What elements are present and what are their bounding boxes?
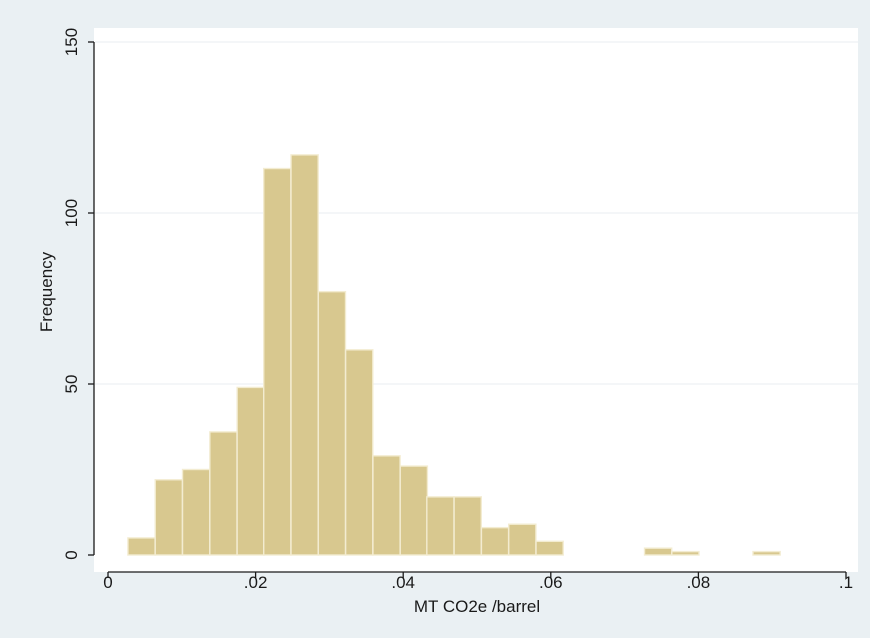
x-tick-label: .02 bbox=[244, 573, 268, 592]
histogram-bar bbox=[372, 455, 401, 556]
x-tick-label: .08 bbox=[687, 573, 711, 592]
y-tick-label: 100 bbox=[62, 199, 81, 227]
histogram-bar bbox=[480, 526, 510, 556]
histogram-bar bbox=[426, 496, 455, 556]
histogram-bar bbox=[317, 290, 347, 556]
histogram-bar bbox=[344, 349, 374, 556]
histogram-bar bbox=[209, 431, 238, 556]
x-axis-title: MT CO2e /barrel bbox=[414, 597, 540, 616]
y-tick-label: 50 bbox=[62, 375, 81, 394]
y-tick-label: 150 bbox=[62, 28, 81, 56]
y-axis-ticks: 0 50 100 150 bbox=[62, 28, 94, 560]
histogram-bar bbox=[181, 468, 211, 556]
histogram-bar bbox=[263, 167, 292, 556]
histogram-bar bbox=[127, 537, 156, 556]
histogram-bar bbox=[236, 386, 266, 556]
y-tick-label: 0 bbox=[62, 550, 81, 559]
x-tick-label: .1 bbox=[839, 573, 853, 592]
histogram-bar bbox=[508, 523, 537, 556]
histogram-bar bbox=[535, 540, 564, 556]
y-axis-title: Frequency bbox=[37, 251, 56, 332]
histogram-bar bbox=[453, 496, 482, 556]
histogram-bar bbox=[671, 550, 700, 556]
gridlines bbox=[95, 41, 858, 385]
x-axis-ticks: 0 .02 .04 .06 .08 .1 bbox=[103, 572, 853, 592]
histogram-bar bbox=[399, 465, 429, 556]
x-tick-label: .06 bbox=[539, 573, 563, 592]
histogram-bar bbox=[752, 550, 781, 556]
histogram-bar bbox=[154, 479, 184, 556]
x-tick-label: .04 bbox=[391, 573, 415, 592]
x-tick-label: 0 bbox=[103, 573, 112, 592]
bars bbox=[127, 154, 781, 556]
histogram-bar bbox=[290, 154, 319, 556]
histogram-bar bbox=[643, 547, 673, 556]
